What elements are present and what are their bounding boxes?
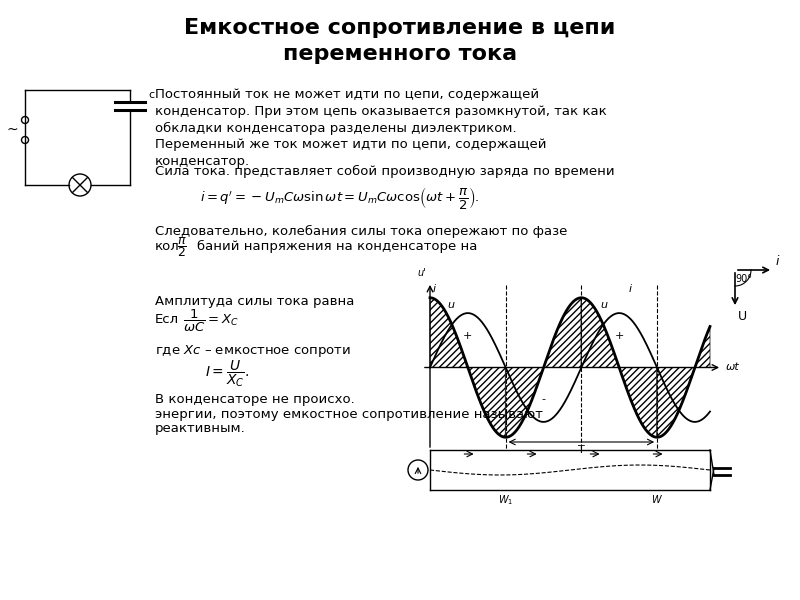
Polygon shape — [506, 298, 581, 437]
Text: $W$: $W$ — [651, 493, 663, 505]
Text: В конденсаторе не происхо.: В конденсаторе не происхо. — [155, 393, 354, 406]
Text: Есл: Есл — [155, 313, 179, 326]
Text: Переменный же ток может идти по цепи, содержащей
конденсатор.: Переменный же ток может идти по цепи, со… — [155, 138, 546, 168]
Text: с: с — [148, 90, 154, 100]
Text: переменного тока: переменного тока — [283, 44, 517, 64]
Text: $i = q' = -U_m C\omega \sin \omega t = U_m C\omega \cos\!\left(\omega t + \dfrac: $i = q' = -U_m C\omega \sin \omega t = U… — [200, 185, 479, 211]
Text: Емкостное сопротивление в цепи: Емкостное сопротивление в цепи — [184, 18, 616, 38]
Text: $W_1$: $W_1$ — [498, 493, 514, 507]
Text: ωt: ωt — [726, 362, 740, 373]
Text: $\dfrac{1}{\omega C} = X_C$: $\dfrac{1}{\omega C} = X_C$ — [183, 308, 238, 334]
Text: i: i — [629, 284, 632, 294]
Text: +: + — [614, 331, 624, 341]
Polygon shape — [430, 298, 506, 437]
Text: Сила тока. представляет собой производную заряда по времени: Сила тока. представляет собой производну… — [155, 165, 614, 178]
Text: u: u — [601, 301, 607, 310]
Text: $I = \dfrac{U}{X_C}.$: $I = \dfrac{U}{X_C}.$ — [205, 358, 250, 389]
Text: u': u' — [418, 268, 426, 278]
Text: реактивным.: реактивным. — [155, 422, 246, 435]
Text: где $Xc$ – емкостное сопроти: где $Xc$ – емкостное сопроти — [155, 343, 351, 359]
Text: ~: ~ — [6, 123, 18, 137]
Text: i: i — [433, 284, 436, 294]
Text: кол: кол — [155, 240, 180, 253]
Text: U: U — [738, 310, 747, 323]
Text: Следовательно, колебания силы тока опережают по фазе: Следовательно, колебания силы тока опере… — [155, 225, 567, 238]
Text: -: - — [542, 394, 546, 404]
Text: энергии, поэтому емкостное сопротивление называют: энергии, поэтому емкостное сопротивление… — [155, 408, 543, 421]
Text: Постоянный ток не может идти по цепи, содержащей
конденсатор. При этом цепь оказ: Постоянный ток не может идти по цепи, со… — [155, 88, 606, 135]
Text: T: T — [578, 445, 585, 455]
Text: баний напряжения на конденсаторе на: баний напряжения на конденсаторе на — [197, 240, 478, 253]
Text: $\dfrac{\pi}{2}$: $\dfrac{\pi}{2}$ — [177, 235, 187, 259]
Text: u: u — [448, 301, 454, 310]
Polygon shape — [657, 326, 710, 437]
Text: Амплитуда силы тока равна: Амплитуда силы тока равна — [155, 295, 354, 308]
Text: i: i — [776, 255, 779, 268]
Text: 90°: 90° — [735, 274, 752, 284]
Text: +: + — [463, 331, 473, 341]
Polygon shape — [582, 298, 657, 437]
